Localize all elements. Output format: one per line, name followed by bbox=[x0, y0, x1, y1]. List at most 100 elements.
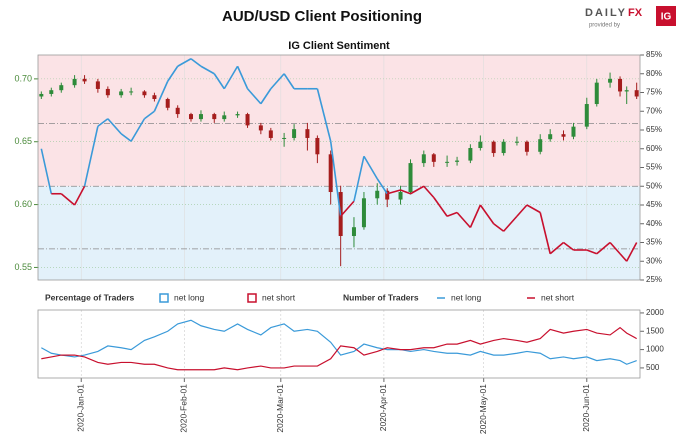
sentiment-line bbox=[549, 241, 565, 255]
candle-body bbox=[491, 141, 496, 154]
candle-body bbox=[548, 134, 553, 140]
candle-body bbox=[385, 190, 390, 200]
sentiment-line bbox=[503, 215, 518, 232]
y2-tick-label: 65% bbox=[646, 125, 662, 134]
provided-by: provided by bbox=[589, 23, 620, 29]
legend-label: net short bbox=[262, 292, 296, 302]
candle-body bbox=[571, 126, 576, 137]
candle-body bbox=[524, 141, 529, 152]
sentiment-line bbox=[400, 189, 411, 195]
plot-frame bbox=[37, 309, 641, 379]
y-tick-label: 1500 bbox=[646, 326, 664, 335]
candle-body bbox=[119, 91, 124, 96]
sentiment-line bbox=[516, 204, 528, 217]
y2-tick-label: 70% bbox=[646, 106, 662, 115]
candle-body bbox=[351, 227, 356, 237]
sentiment-line bbox=[260, 88, 272, 105]
sentiment-line bbox=[270, 73, 285, 90]
sentiment-line bbox=[423, 185, 435, 199]
sentiment-line bbox=[625, 242, 638, 262]
candle-body bbox=[59, 85, 64, 91]
y2-tick-label: 35% bbox=[646, 238, 662, 247]
candle-body bbox=[105, 88, 110, 96]
sentiment-line bbox=[73, 185, 86, 206]
sentiment-line bbox=[456, 211, 471, 229]
y-tick-label: 0.60 bbox=[14, 199, 32, 209]
ig-brand: IG bbox=[661, 12, 672, 23]
candle-body bbox=[594, 82, 599, 105]
candle-body bbox=[175, 107, 180, 115]
candle-body bbox=[408, 163, 413, 193]
sentiment-line bbox=[40, 148, 53, 194]
candle-body bbox=[305, 129, 310, 138]
sentiment-line bbox=[200, 65, 215, 75]
candle-body bbox=[608, 78, 613, 83]
candle-body bbox=[361, 198, 366, 228]
sentiment-line bbox=[223, 65, 239, 90]
candle-body bbox=[212, 114, 217, 120]
sentiment-line bbox=[130, 118, 146, 142]
sentiment-line bbox=[376, 178, 388, 195]
x-tick-label: 2020-May-01 bbox=[478, 384, 488, 434]
x-tick-label: 2020-Apr-01 bbox=[378, 384, 388, 432]
sentiment-line bbox=[283, 73, 295, 90]
y2-tick-label: 60% bbox=[646, 144, 662, 153]
sentiment-line bbox=[387, 189, 401, 195]
sentiment-line bbox=[167, 65, 179, 82]
y2-tick-label: 25% bbox=[646, 275, 662, 284]
candle-body bbox=[292, 129, 297, 138]
legend-title: Number of Traders bbox=[343, 292, 419, 302]
candle-body bbox=[514, 141, 519, 143]
candle-body bbox=[72, 78, 77, 86]
candle-body bbox=[95, 81, 100, 89]
candle-body bbox=[165, 98, 170, 108]
candle-body bbox=[142, 91, 147, 96]
y2-tick-label: 50% bbox=[646, 181, 662, 190]
legend-label: net long bbox=[174, 292, 205, 302]
plot-frame bbox=[37, 54, 641, 281]
sentiment-line bbox=[97, 118, 109, 127]
sentiment-line bbox=[479, 204, 495, 225]
candle-body bbox=[445, 161, 450, 163]
candle-body bbox=[431, 154, 436, 162]
logo-fx: FX bbox=[628, 7, 643, 19]
candle-body bbox=[235, 114, 240, 116]
panel-title: IG Client Sentiment bbox=[288, 40, 390, 52]
ig-badge bbox=[656, 6, 676, 26]
x-tick-label: 2020-Mar-01 bbox=[275, 384, 285, 433]
sentiment-line bbox=[236, 65, 249, 90]
candle-body bbox=[49, 90, 54, 94]
sentiment-line bbox=[469, 204, 482, 228]
y-tick-label: 0.70 bbox=[14, 73, 32, 83]
y-tick-label: 2000 bbox=[646, 308, 664, 317]
sentiment-line bbox=[363, 155, 378, 180]
y2-tick-label: 45% bbox=[646, 200, 662, 209]
candle-body bbox=[152, 95, 157, 99]
x-tick-label: 2020-Jan-01 bbox=[75, 384, 85, 432]
sentiment-line bbox=[609, 241, 621, 255]
sentiment-line bbox=[446, 211, 458, 217]
candle-body bbox=[618, 78, 623, 92]
sentiment-line bbox=[316, 88, 332, 142]
legend-label: net long bbox=[451, 292, 482, 302]
series-line bbox=[41, 319, 637, 365]
sentiment-line bbox=[563, 241, 574, 251]
sentiment-line bbox=[586, 249, 598, 255]
x-tick-label: 2020-Jun-01 bbox=[581, 384, 591, 432]
sentiment-line bbox=[596, 241, 611, 255]
candle-body bbox=[282, 137, 287, 139]
x-tick-label: 2020-Feb-01 bbox=[179, 384, 189, 433]
y2-tick-label: 30% bbox=[646, 256, 662, 265]
y2-tick-label: 40% bbox=[646, 219, 662, 228]
sentiment-line bbox=[493, 223, 505, 232]
chart-title: AUD/USD Client Positioning bbox=[222, 8, 422, 25]
candle-body bbox=[375, 190, 380, 199]
candle-body bbox=[634, 90, 639, 97]
logo-daily: DAILY bbox=[585, 7, 627, 19]
candle-body bbox=[198, 114, 203, 120]
sentiment-line bbox=[60, 193, 76, 206]
y2-tick-label: 85% bbox=[646, 50, 662, 59]
candle-body bbox=[538, 139, 543, 152]
